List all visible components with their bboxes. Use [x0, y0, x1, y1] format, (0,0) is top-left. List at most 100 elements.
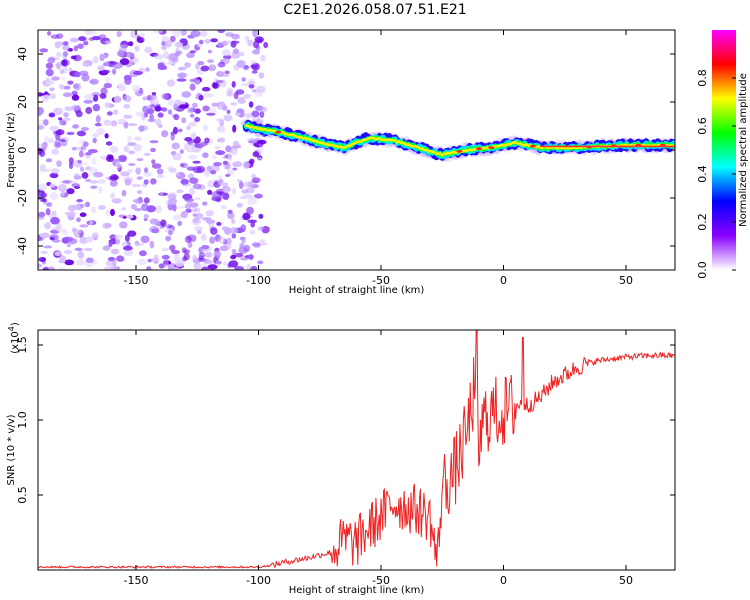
noise-speckle — [250, 64, 258, 69]
noise-speckle — [247, 80, 256, 85]
noise-speckle — [82, 141, 89, 147]
noise-speckle — [242, 161, 250, 169]
noise-speckle — [50, 168, 60, 174]
noise-speckle — [78, 150, 84, 158]
noise-speckle — [176, 189, 184, 194]
noise-speckle — [161, 93, 170, 100]
noise-speckle — [167, 109, 173, 115]
noise-speckle — [83, 247, 93, 252]
noise-speckle — [244, 35, 250, 42]
noise-speckle — [114, 234, 124, 239]
noise-speckle — [172, 30, 182, 37]
noise-speckle — [104, 133, 109, 139]
noise-speckle — [80, 145, 87, 151]
noise-speckle — [84, 201, 90, 208]
ridge-core — [378, 137, 381, 140]
noise-speckle — [61, 230, 69, 236]
noise-speckle — [144, 46, 153, 54]
noise-speckle — [231, 249, 237, 254]
noise-speckle — [189, 83, 196, 91]
noise-speckle — [248, 140, 258, 144]
ridge-peak — [529, 144, 536, 148]
noise-speckle — [146, 108, 155, 115]
noise-speckle — [193, 207, 201, 213]
noise-speckle — [123, 249, 134, 256]
noise-speckle — [108, 175, 114, 181]
noise-speckle — [118, 85, 127, 92]
noise-speckle — [205, 210, 214, 217]
noise-speckle — [177, 220, 183, 227]
noise-speckle — [38, 125, 45, 130]
noise-speckle — [180, 30, 187, 36]
y-tick-label: -40 — [16, 237, 29, 255]
noise-speckle — [84, 30, 94, 36]
noise-speckle — [163, 259, 169, 267]
noise-speckle — [176, 78, 187, 82]
noise-speckle — [217, 179, 223, 185]
noise-speckle — [132, 57, 140, 64]
noise-speckle — [198, 39, 204, 45]
noise-speckle — [47, 266, 55, 270]
noise-speckle — [216, 221, 222, 226]
noise-speckle — [223, 261, 228, 266]
noise-speckle — [80, 203, 85, 208]
noise-speckle — [197, 229, 202, 235]
noise-speckle — [197, 70, 205, 76]
ridge-core — [509, 142, 513, 146]
noise-speckle — [184, 235, 192, 243]
noise-speckle — [143, 152, 151, 156]
ridge-core — [433, 150, 436, 154]
noise-speckle — [125, 214, 134, 219]
noise-speckle — [240, 224, 247, 233]
noise-speckle — [110, 120, 118, 127]
noise-speckle — [123, 114, 133, 119]
noise-speckle — [169, 35, 176, 43]
noise-speckle — [83, 40, 89, 46]
noise-speckle — [57, 266, 67, 270]
noise-speckle — [76, 130, 86, 137]
noise-speckle — [263, 42, 269, 49]
noise-speckle — [63, 236, 74, 242]
noise-speckle — [96, 128, 105, 135]
noise-speckle — [204, 137, 210, 144]
y-multiplier-label: (x104) — [7, 322, 21, 354]
ridge-core — [299, 135, 303, 139]
noise-speckle — [161, 254, 170, 260]
x-tick-label: 50 — [619, 274, 633, 287]
noise-speckle — [85, 236, 94, 243]
noise-speckle — [234, 253, 244, 258]
noise-speckle — [62, 65, 68, 74]
noise-speckle — [127, 123, 138, 127]
ridge-core — [393, 139, 397, 142]
noise-speckle — [207, 189, 213, 195]
noise-speckle — [211, 102, 219, 107]
noise-speckle — [38, 211, 46, 218]
noise-speckle — [159, 191, 164, 196]
noise-speckle — [194, 79, 201, 85]
ridge-core — [442, 152, 446, 156]
noise-speckle — [184, 198, 195, 202]
noise-speckle — [230, 227, 239, 234]
noise-speckle — [142, 96, 148, 101]
noise-speckle — [172, 214, 183, 221]
noise-speckle — [222, 160, 229, 165]
ridge-core — [382, 138, 385, 142]
noise-speckle — [198, 251, 205, 259]
noise-speckle — [181, 91, 192, 98]
noise-speckle — [69, 37, 80, 43]
noise-speckle — [121, 189, 127, 197]
noise-speckle — [118, 118, 126, 124]
noise-speckle — [187, 107, 194, 114]
noise-speckle — [252, 151, 260, 158]
noise-speckle — [256, 157, 263, 161]
noise-speckle — [110, 192, 115, 199]
noise-speckle — [45, 62, 54, 69]
noise-speckle — [146, 205, 157, 213]
noise-speckle — [60, 76, 67, 81]
noise-speckle — [202, 105, 210, 112]
noise-speckle — [112, 259, 117, 267]
noise-speckle — [231, 148, 238, 156]
noise-speckle — [48, 137, 54, 144]
noise-speckle — [251, 110, 260, 118]
noise-speckle — [74, 71, 81, 78]
